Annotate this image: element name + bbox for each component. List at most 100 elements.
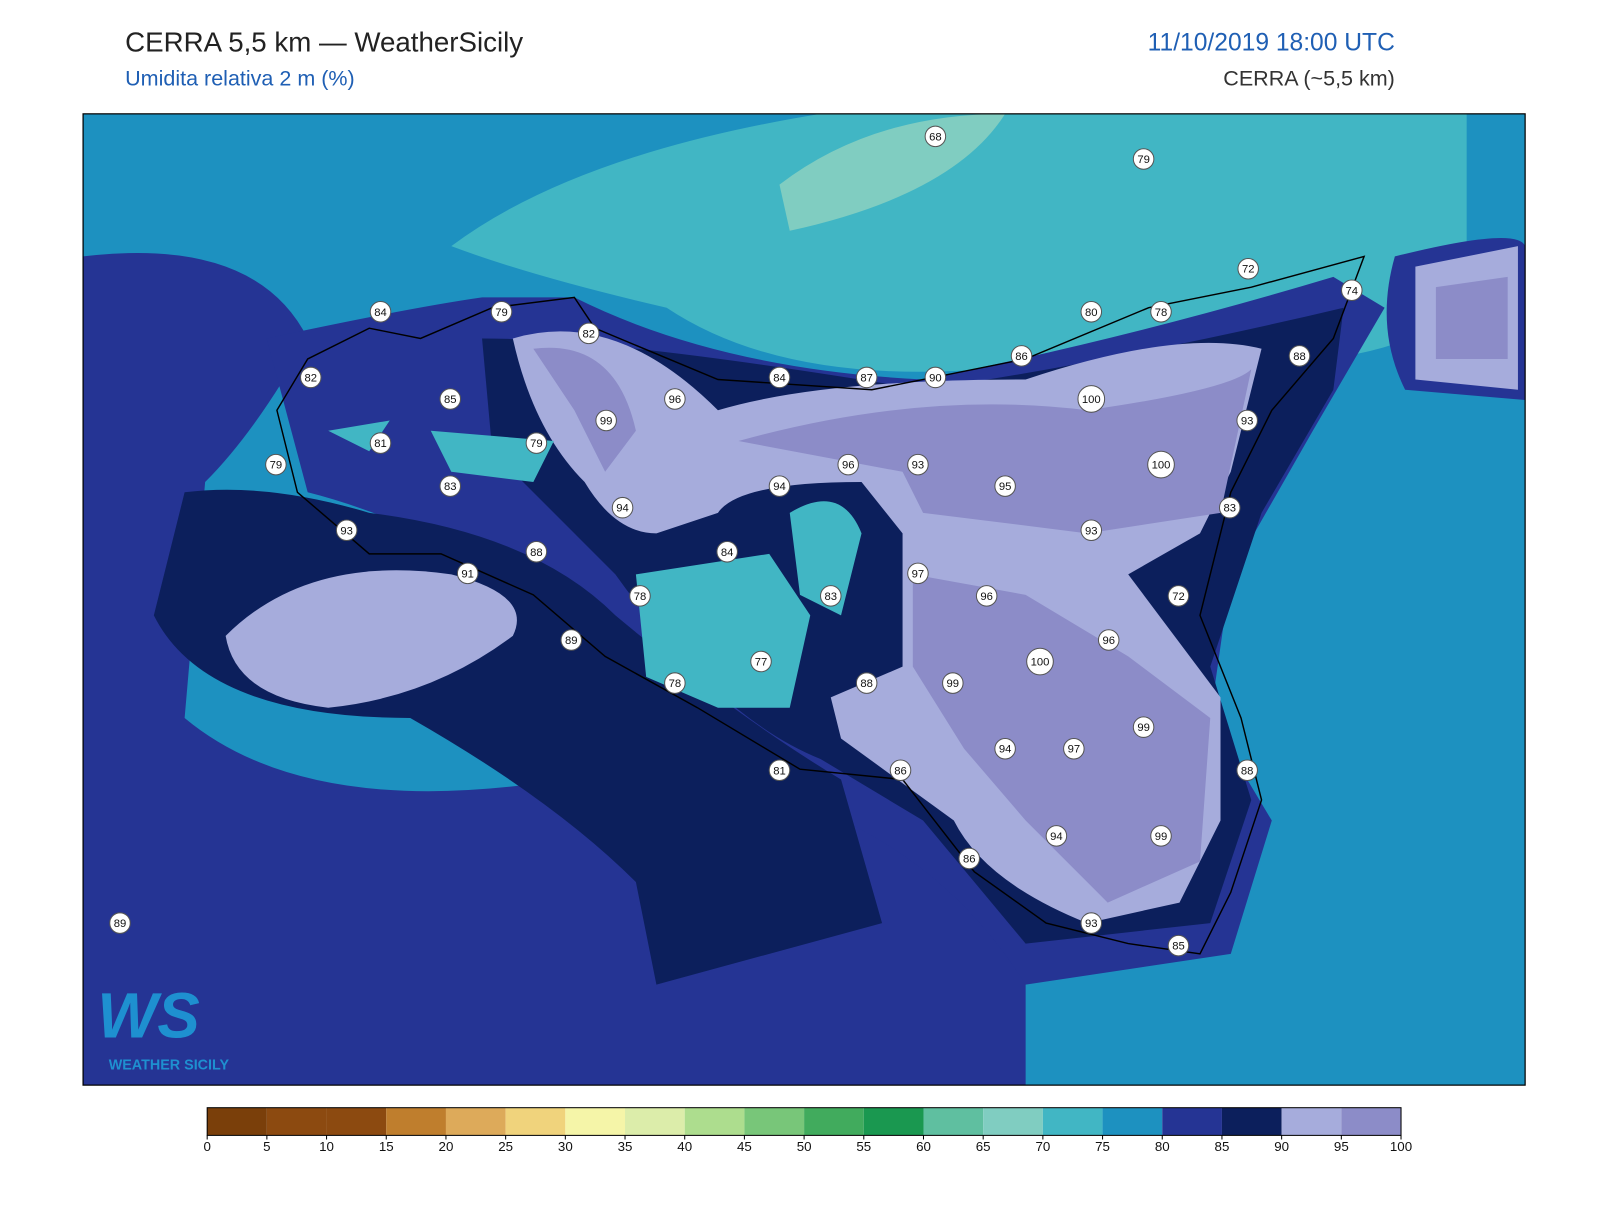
colorbar-tick-label: 70	[1035, 1139, 1050, 1154]
station-value: 86	[894, 765, 907, 777]
station-marker	[1132, 148, 1155, 170]
station-value: 77	[755, 657, 768, 669]
station-value: 79	[1137, 154, 1150, 166]
station-marker	[439, 388, 462, 410]
title: CERRA 5,5 km — WeatherSicily	[125, 26, 523, 57]
station-value: 93	[340, 525, 353, 537]
colorbar-tick-label: 5	[263, 1139, 270, 1154]
valid-time: 11/10/2019 18:00 UTC	[1148, 30, 1395, 57]
station-marker	[1167, 585, 1190, 607]
station-value: 93	[912, 460, 925, 472]
colorbar-bin	[804, 1107, 864, 1136]
field	[451, 113, 1467, 372]
station-value: 93	[1241, 416, 1254, 428]
colorbar-tick-label: 45	[737, 1139, 752, 1154]
logo: WS WEATHER SICILY	[97, 980, 229, 1073]
station-marker	[369, 301, 392, 323]
station-marker	[1010, 345, 1033, 367]
station-value: 83	[825, 591, 838, 603]
station-value: 96	[669, 394, 682, 406]
station-value: 88	[530, 547, 543, 559]
station-value: 100	[1031, 657, 1050, 669]
station-value: 72	[1242, 264, 1255, 276]
station-marker	[889, 759, 912, 782]
station-marker	[855, 366, 878, 389]
station-marker	[1063, 737, 1085, 760]
colorbar-bin	[505, 1107, 566, 1136]
station-marker	[1097, 629, 1120, 651]
colorbar-tick-label: 50	[797, 1139, 812, 1154]
station-value: 78	[634, 591, 647, 603]
station-value: 88	[1241, 765, 1254, 777]
station-value: 100	[1082, 394, 1101, 406]
station-value: 94	[999, 744, 1012, 756]
colorbar-tick-label: 75	[1095, 1139, 1110, 1154]
station-marker	[525, 432, 548, 454]
station-value: 93	[1085, 525, 1098, 537]
station-marker	[855, 672, 878, 694]
station-marker	[369, 432, 392, 454]
station-marker	[820, 585, 842, 607]
station-marker	[1080, 912, 1103, 934]
colorbar-bin	[565, 1107, 626, 1136]
station-marker	[924, 125, 947, 148]
map	[83, 113, 1526, 1086]
station-value: 79	[530, 438, 543, 450]
station-value: 83	[444, 481, 457, 493]
station-value: 96	[980, 591, 993, 603]
station-value: 87	[860, 372, 873, 384]
station-marker	[299, 366, 322, 389]
colorbar-tick-label: 30	[558, 1139, 573, 1154]
colorbar-tick-label: 65	[976, 1139, 991, 1154]
station-marker	[907, 453, 929, 476]
station-value: 82	[305, 372, 318, 384]
map-frame	[82, 113, 1526, 1086]
colorbar-tick-label: 55	[856, 1139, 871, 1154]
station-marker	[975, 585, 998, 607]
station-value: 84	[374, 307, 387, 319]
station-marker	[1236, 409, 1258, 432]
colorbar-tick-label: 80	[1155, 1139, 1170, 1154]
station-value: 72	[1172, 591, 1185, 603]
colorbar-tick-label: 25	[498, 1139, 513, 1154]
station-marker	[994, 737, 1016, 760]
station-marker	[1341, 279, 1363, 302]
station-marker	[1236, 759, 1258, 782]
station-value: 89	[565, 635, 578, 647]
station-marker	[1218, 496, 1241, 519]
station-marker	[907, 562, 929, 585]
station-value: 74	[1346, 285, 1359, 297]
colorbar-tick-label: 95	[1334, 1139, 1349, 1154]
station-marker	[1132, 716, 1155, 738]
colorbar-tick-label: 0	[203, 1139, 210, 1154]
station-marker	[595, 409, 617, 432]
station-value: 99	[1155, 831, 1168, 843]
field	[225, 570, 517, 708]
station-marker	[1150, 825, 1172, 847]
logo-mark: WS	[97, 980, 199, 1051]
station-marker	[611, 496, 634, 519]
colorbar-tick-label: 15	[379, 1139, 394, 1154]
logo-name: WEATHER SICILY	[109, 1057, 230, 1073]
station-value: 83	[1223, 503, 1236, 515]
colorbar-bin	[1042, 1107, 1103, 1136]
colorbar-bin	[1281, 1107, 1342, 1136]
colorbar-bin	[207, 1107, 267, 1136]
station-value: 90	[929, 372, 942, 384]
station-marker	[109, 912, 131, 934]
station-value: 80	[1085, 307, 1098, 319]
colorbar-tick-label: 100	[1390, 1139, 1412, 1154]
coastline	[276, 255, 1366, 955]
colorbar-tick-label: 90	[1274, 1139, 1289, 1154]
station-value: 84	[773, 372, 786, 384]
station-marker	[664, 388, 686, 410]
colorbar-tick-label: 35	[618, 1139, 633, 1154]
station-marker	[1167, 934, 1190, 957]
station-value: 88	[860, 678, 873, 690]
station-value: 86	[963, 853, 976, 865]
station-value: 85	[1172, 941, 1185, 953]
colorbar-tick-label: 10	[319, 1139, 334, 1154]
station-marker	[335, 519, 358, 542]
colorbar-bin	[744, 1107, 805, 1136]
